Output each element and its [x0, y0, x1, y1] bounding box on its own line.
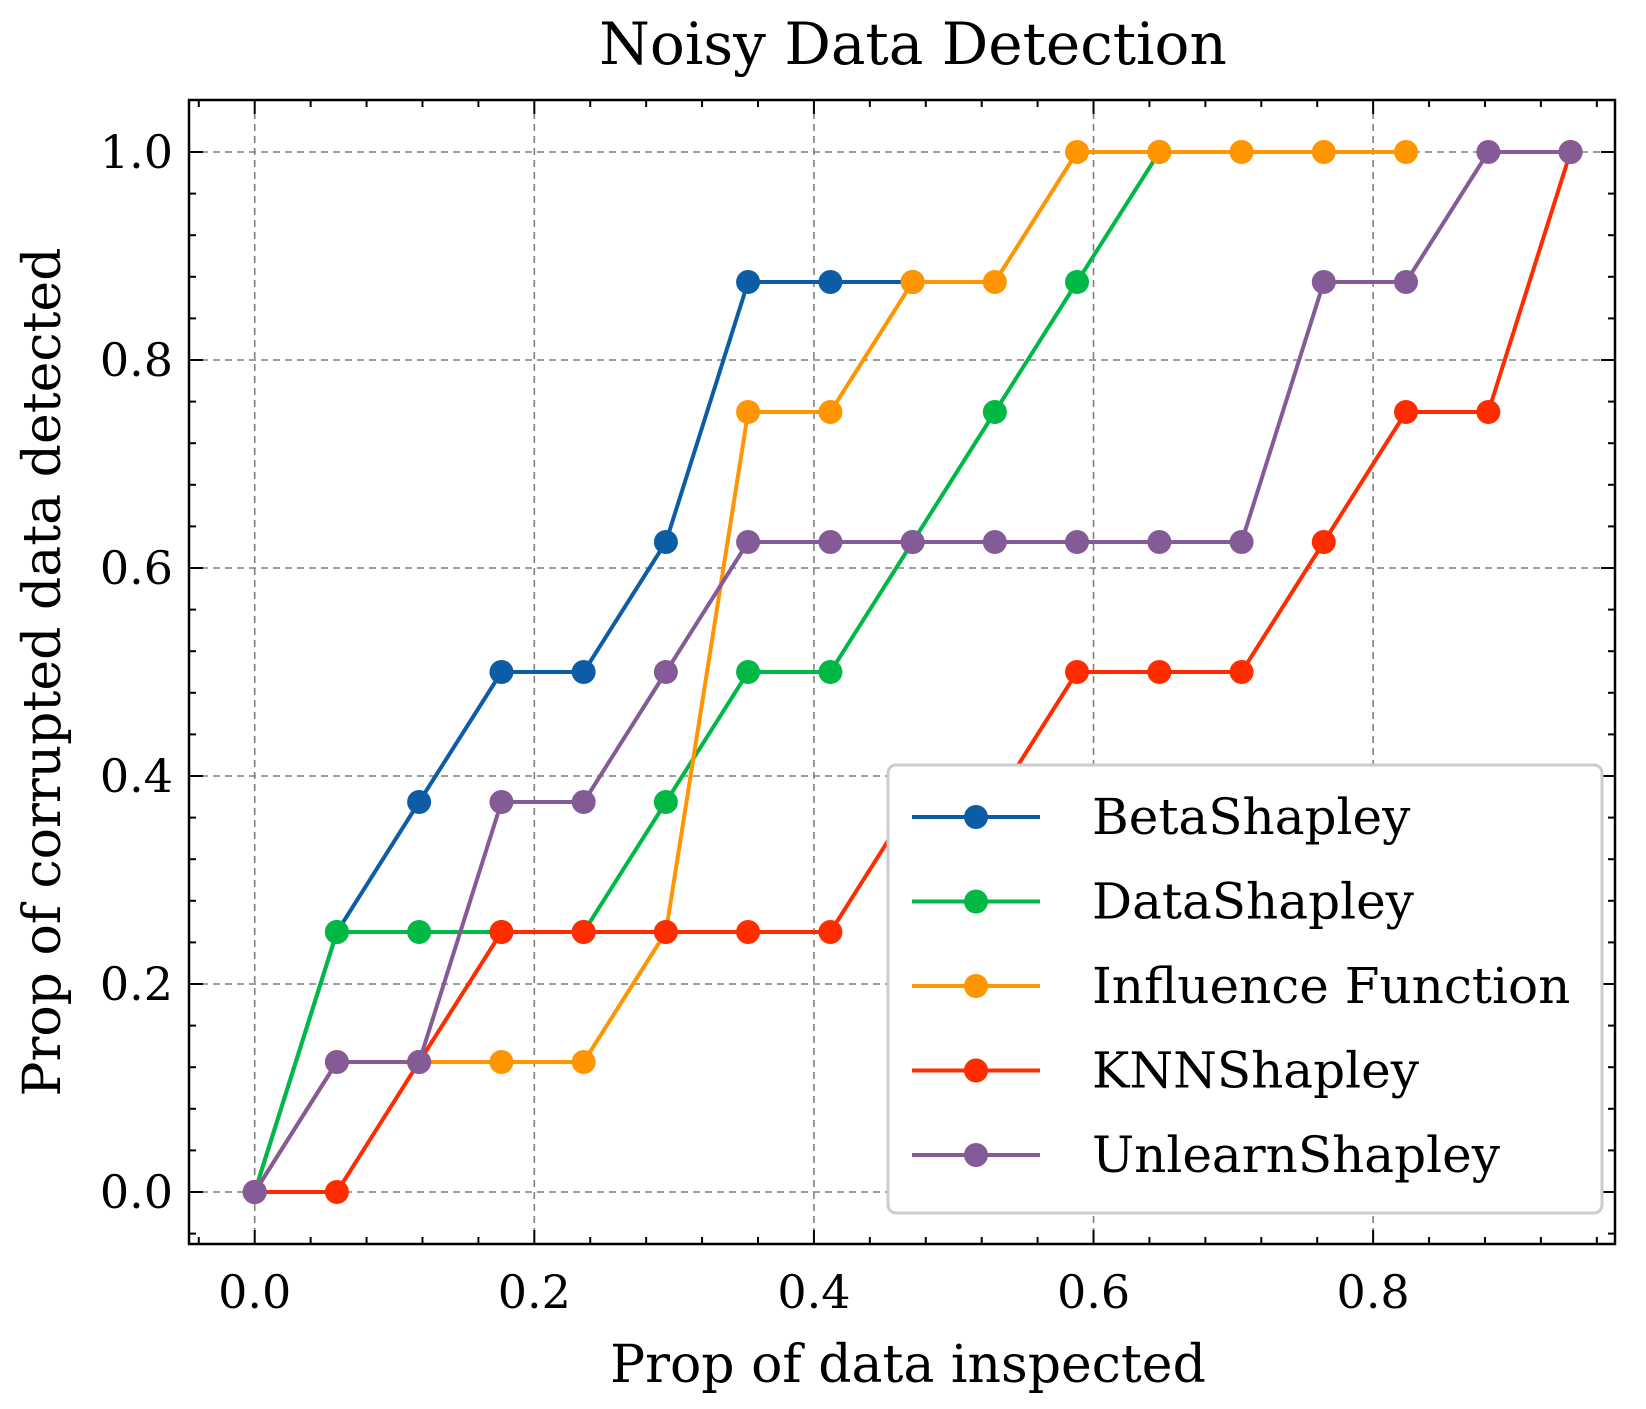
data-point-datashapley — [736, 660, 761, 684]
data-point-betashapley — [653, 530, 678, 554]
data-point-unlearnshapley — [1558, 140, 1583, 164]
data-point-datashapley — [407, 920, 432, 944]
legend-label: Influence Function — [1092, 957, 1570, 1015]
legend-swatch-marker — [964, 974, 988, 998]
series-betashapley — [242, 270, 925, 1204]
data-point-datashapley — [1065, 270, 1090, 294]
data-point-knnshapley — [324, 1180, 349, 1204]
y-tick-label: 0.6 — [100, 541, 173, 595]
legend-box — [886, 763, 1604, 1215]
series-layer — [242, 140, 1583, 1204]
legend-label: KNNShapley — [1092, 1042, 1420, 1100]
data-point-unlearnshapley — [1065, 530, 1090, 554]
data-point-unlearnshapley — [489, 790, 514, 814]
data-point-knnshapley — [818, 920, 843, 944]
x-tick-label: 0.0 — [218, 1265, 291, 1319]
legend: BetaShapley DataShapley Influence Function… — [886, 763, 1604, 1215]
x-tick-label: 0.6 — [1057, 1265, 1130, 1319]
y-axis-label: Prop of corrupted data detected — [13, 248, 73, 1097]
data-point-betashapley — [571, 660, 596, 684]
data-point-unlearnshapley — [900, 530, 925, 554]
data-point-knnshapley — [1229, 660, 1254, 684]
legend-swatch-marker — [964, 1143, 988, 1167]
data-point-influence-function — [1147, 140, 1172, 164]
data-point-influence-function — [982, 270, 1007, 294]
data-point-knnshapley — [1393, 400, 1418, 424]
series-line-datashapley — [252, 150, 1162, 1193]
data-point-knnshapley — [571, 920, 596, 944]
legend-swatch-marker — [964, 805, 988, 829]
x-tick-label: 0.8 — [1337, 1265, 1410, 1319]
y-tick-label: 0.8 — [100, 333, 173, 387]
data-point-unlearnshapley — [982, 530, 1007, 554]
data-point-unlearnshapley — [736, 530, 761, 554]
data-point-unlearnshapley — [818, 530, 843, 554]
data-point-knnshapley — [1147, 660, 1172, 684]
data-point-unlearnshapley — [1229, 530, 1254, 554]
legend-label: UnlearnShapley — [1092, 1126, 1501, 1184]
legend-entry-unlearnshapley: UnlearnShapley — [912, 1126, 1501, 1184]
ticks: 0.0 0.2 0.4 0.6 0.8 0.0 0.2 0.4 0.6 0.8 1.0 — [100, 100, 1615, 1319]
data-point-datashapley — [324, 920, 349, 944]
data-point-influence-function — [1065, 140, 1090, 164]
data-point-influence-function — [900, 270, 925, 294]
data-point-knnshapley — [489, 920, 514, 944]
data-point-unlearnshapley — [324, 1050, 349, 1074]
legend-swatch-marker — [964, 889, 988, 914]
data-point-knnshapley — [653, 920, 678, 944]
series-unlearnshapley — [242, 140, 1583, 1204]
legend-label: DataShapley — [1092, 873, 1415, 931]
data-point-betashapley — [736, 270, 761, 294]
data-point-influence-function — [818, 400, 843, 424]
data-point-unlearnshapley — [1311, 270, 1336, 294]
data-point-influence-function — [736, 400, 761, 424]
data-point-influence-function — [489, 1050, 514, 1074]
data-point-datashapley — [818, 660, 843, 684]
chart-title: Noisy Data Detection — [599, 10, 1227, 78]
data-point-unlearnshapley — [1147, 530, 1172, 554]
data-point-unlearnshapley — [653, 660, 678, 684]
data-point-unlearnshapley — [571, 790, 596, 814]
data-point-influence-function — [1311, 140, 1336, 164]
data-point-datashapley — [653, 790, 678, 814]
data-point-knnshapley — [1311, 530, 1336, 554]
data-point-influence-function — [1393, 140, 1418, 164]
plot-frame — [187, 98, 1617, 1246]
data-point-knnshapley — [1476, 400, 1501, 424]
legend-entry-knnshapley: KNNShapley — [912, 1042, 1420, 1100]
data-point-betashapley — [407, 790, 432, 814]
x-tick-label: 0.2 — [498, 1265, 571, 1319]
y-tick-label: 0.0 — [100, 1165, 173, 1219]
data-point-datashapley — [982, 400, 1007, 424]
data-point-unlearnshapley — [1476, 140, 1501, 164]
data-point-influence-function — [1229, 140, 1254, 164]
legend-swatch-marker — [964, 1058, 988, 1083]
y-tick-label: 0.4 — [100, 749, 173, 803]
data-point-knnshapley — [736, 920, 761, 944]
x-axis-label: Prop of data inspected — [610, 1335, 1206, 1395]
y-tick-label: 1.0 — [100, 125, 173, 179]
data-point-betashapley — [489, 660, 514, 684]
data-point-knnshapley — [1065, 660, 1090, 684]
data-point-influence-function — [571, 1050, 596, 1074]
legend-entry-betashapley: BetaShapley — [912, 788, 1411, 846]
legend-entry-datashapley: DataShapley — [912, 873, 1415, 931]
data-point-betashapley — [818, 270, 843, 294]
y-tick-label: 0.2 — [100, 957, 173, 1011]
data-point-unlearnshapley — [1393, 270, 1418, 294]
x-tick-label: 0.4 — [777, 1265, 850, 1319]
legend-label: BetaShapley — [1092, 788, 1411, 846]
data-point-unlearnshapley — [407, 1050, 432, 1074]
legend-entry-influence-function: Influence Function — [912, 957, 1570, 1015]
data-point-unlearnshapley — [242, 1180, 267, 1204]
